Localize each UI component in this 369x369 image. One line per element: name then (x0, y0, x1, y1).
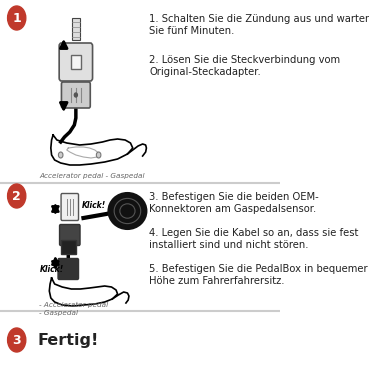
Circle shape (8, 6, 26, 30)
Text: Fertig!: Fertig! (38, 332, 99, 348)
Text: 2. Lösen Sie die Steckverbindung vom: 2. Lösen Sie die Steckverbindung vom (149, 55, 341, 65)
Text: Höhe zum Fahrerfahrersitz.: Höhe zum Fahrerfahrersitz. (149, 276, 285, 286)
Text: 1. Schalten Sie die Zündung aus und warten: 1. Schalten Sie die Zündung aus und wart… (149, 14, 369, 24)
Text: 3. Befestigen Sie die beiden OEM-: 3. Befestigen Sie die beiden OEM- (149, 192, 319, 202)
FancyBboxPatch shape (61, 193, 79, 221)
Text: installiert sind und nicht stören.: installiert sind und nicht stören. (149, 240, 309, 250)
FancyBboxPatch shape (62, 82, 90, 108)
Circle shape (8, 328, 26, 352)
Circle shape (58, 152, 63, 158)
Text: - Gaspedal: - Gaspedal (39, 310, 79, 316)
FancyBboxPatch shape (59, 224, 80, 245)
Text: Original-Steckadapter.: Original-Steckadapter. (149, 67, 261, 77)
Text: 4. Legen Sie die Kabel so an, dass sie fest: 4. Legen Sie die Kabel so an, dass sie f… (149, 228, 359, 238)
Text: 3: 3 (13, 334, 21, 346)
Text: 1: 1 (12, 11, 21, 24)
Ellipse shape (108, 193, 146, 229)
FancyBboxPatch shape (58, 259, 79, 279)
FancyBboxPatch shape (59, 43, 93, 81)
Text: 2: 2 (12, 190, 21, 203)
FancyBboxPatch shape (70, 55, 81, 69)
Circle shape (8, 184, 26, 208)
FancyBboxPatch shape (72, 18, 80, 40)
Text: Klick!: Klick! (39, 265, 64, 273)
Text: Konnektoren am Gaspedalsensor.: Konnektoren am Gaspedalsensor. (149, 204, 317, 214)
FancyBboxPatch shape (61, 240, 76, 254)
Text: - Accelerator pedal: - Accelerator pedal (39, 302, 108, 308)
Circle shape (74, 93, 77, 97)
Text: Sie fünf Minuten.: Sie fünf Minuten. (149, 26, 235, 36)
Text: Klick!: Klick! (82, 200, 106, 210)
Text: Accelerator pedal - Gaspedal: Accelerator pedal - Gaspedal (39, 173, 145, 179)
Text: 5. Befestigen Sie die PedalBox in bequemer: 5. Befestigen Sie die PedalBox in bequem… (149, 264, 368, 274)
Circle shape (96, 152, 101, 158)
